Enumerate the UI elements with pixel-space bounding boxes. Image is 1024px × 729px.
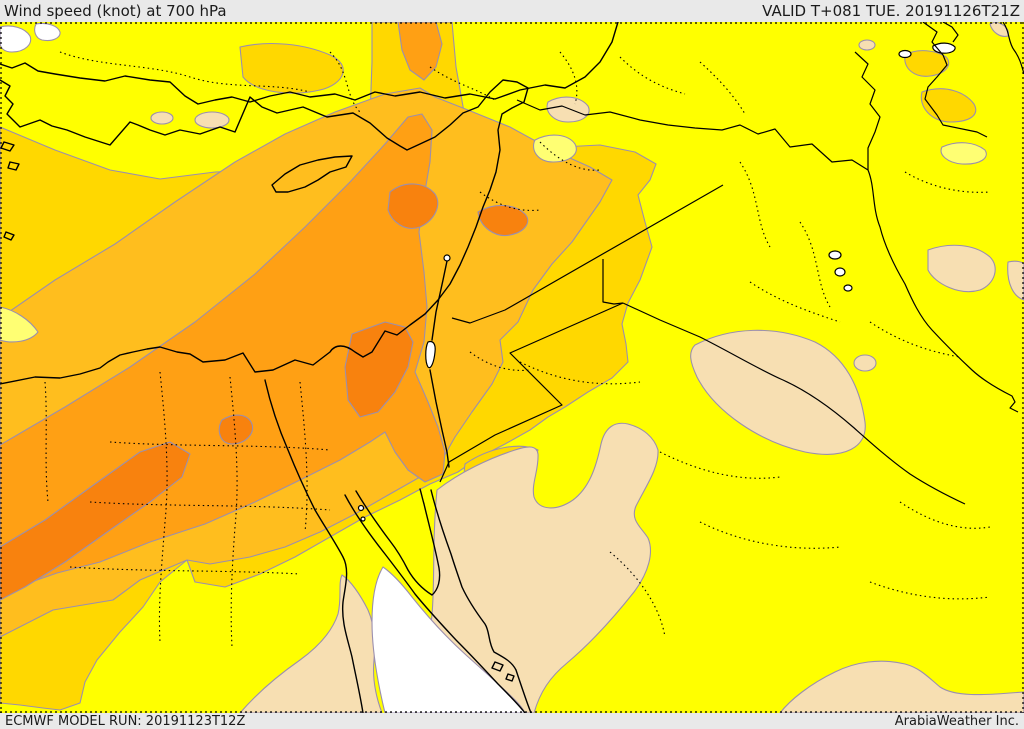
- dead-sea: [425, 340, 436, 369]
- white-aegean-1: [0, 25, 32, 53]
- footer-bar: ECMWF MODEL RUN: 20191123T12Z ArabiaWeat…: [0, 713, 1024, 729]
- aegean-islands: [0, 141, 20, 241]
- border-caucasus: [854, 22, 988, 170]
- coastline-cyprus: [271, 155, 353, 193]
- beige-nile-valley: [239, 574, 383, 713]
- header-bar: Wind speed (knot) at 700 hPa VALID T+081…: [0, 0, 1024, 22]
- pale-patch-turkey: [533, 134, 577, 163]
- country-borders: [439, 22, 1024, 505]
- beige-turkey-1: [150, 111, 174, 125]
- dark-core-lebanon: [387, 183, 439, 229]
- dark-core-delta: [218, 414, 254, 445]
- white-aegean-2: [34, 22, 61, 42]
- sea-of-galilee: [443, 254, 451, 262]
- band-pale-yellow: [0, 134, 987, 343]
- bitter-lake-1: [357, 504, 365, 512]
- pale-patch-west-edge: [0, 306, 39, 343]
- coastline-aegean-levant-egypt: [0, 79, 529, 385]
- beige-right-edge: [1007, 260, 1024, 301]
- lake-iraq-3: [843, 284, 853, 292]
- border-syria-iraq: [451, 184, 724, 324]
- coastline-aqaba-saudi: [430, 489, 532, 713]
- beige-turkey-3: [546, 96, 590, 123]
- valid-time-label: VALID T+081 TUE. 20191126T21Z: [762, 2, 1020, 20]
- gold-turkey-patch: [239, 43, 344, 94]
- coastline-sinai: [355, 488, 441, 596]
- model-run-label: ECMWF MODEL RUN: 20191123T12Z: [5, 713, 246, 729]
- bitter-lake-2: [360, 516, 366, 522]
- jordan-river: [429, 260, 450, 468]
- beige-small-blob: [853, 354, 877, 372]
- map-title: Wind speed (knot) at 700 hPa: [4, 2, 227, 20]
- admin-turkey: [59, 51, 746, 115]
- lakes: [357, 42, 956, 522]
- beige-armenia: [858, 39, 876, 51]
- border-iraq-saudi: [622, 302, 966, 505]
- beige-iraq-patch: [927, 244, 996, 293]
- credit-label: ArabiaWeather Inc.: [894, 713, 1019, 729]
- red-sea-islands: [491, 661, 515, 682]
- band-dark-orange: [0, 183, 529, 601]
- band-beige: [150, 22, 1024, 713]
- beige-bottom-right: [779, 660, 1024, 713]
- coastlines: [0, 22, 619, 713]
- caspian-coast: [1002, 22, 1024, 75]
- dark-core-syria: [477, 204, 529, 237]
- border-iran-iraq: [867, 169, 1019, 413]
- band-calm-white: [0, 22, 526, 713]
- lake-van: [898, 49, 912, 59]
- beige-turkey-2: [194, 111, 230, 129]
- border-jordan-iraq-step: [602, 259, 624, 305]
- lake-iraq-1: [828, 250, 842, 260]
- map-frame: [0, 22, 1024, 713]
- admin-egypt: [44, 371, 331, 648]
- admin-borders: [44, 51, 991, 648]
- beige-iraq-saudi: [690, 329, 866, 455]
- gold-urmia-patch-2: [920, 88, 977, 123]
- coastline-suez-west-red-sea: [344, 494, 526, 713]
- gold-urmia-patch-1: [904, 50, 950, 77]
- orange-turkey-streak: [397, 22, 443, 81]
- lake-iraq-2: [834, 267, 846, 277]
- coastline-black-sea: [0, 22, 619, 105]
- border-jordan-saudi-zigzag: [439, 302, 624, 483]
- dark-core-sinai: [344, 321, 414, 418]
- admin-syria: [479, 141, 601, 211]
- map-canvas: [0, 22, 1024, 713]
- beige-ne-corner: [989, 22, 1009, 37]
- white-red-sea: [371, 566, 526, 713]
- dark-core-egypt: [0, 441, 191, 601]
- admin-iraq: [739, 161, 991, 358]
- lake-urmia: [932, 42, 956, 54]
- weather-map: [0, 22, 1024, 713]
- pale-patch-east: [940, 142, 987, 165]
- nile-river: [264, 379, 364, 713]
- border-turkey-syria-iraq: [516, 99, 869, 171]
- admin-saudi-jordan: [469, 351, 991, 638]
